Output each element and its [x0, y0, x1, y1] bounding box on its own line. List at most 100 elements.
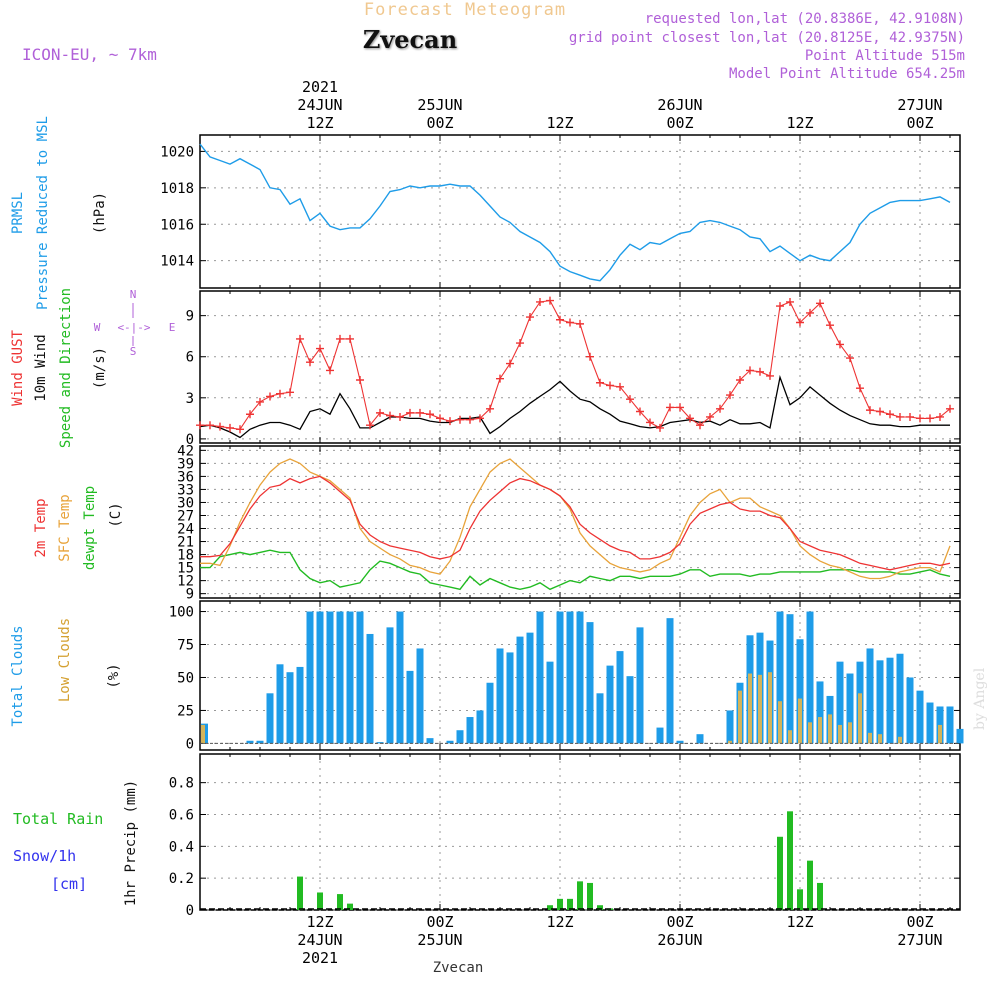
- pressure-tick-label: 1020: [160, 144, 194, 160]
- compass-s: S: [130, 345, 137, 358]
- temp-label-1: 2m Temp: [33, 498, 49, 557]
- wind-panel-frame: [199, 290, 961, 444]
- clouds-tick-label: 100: [169, 605, 194, 621]
- low-cloud-bar: [768, 672, 772, 744]
- rain-bar: [347, 903, 353, 910]
- gust-marker: [936, 412, 944, 421]
- plot-area: 1014101610181020036991215182124273033363…: [160, 78, 964, 967]
- gust-marker: [286, 388, 294, 397]
- pressure-line: [199, 143, 951, 282]
- top-time-label: 24JUN: [297, 96, 342, 114]
- clouds-label-2: Low Clouds: [57, 618, 73, 702]
- gust-marker: [346, 334, 354, 343]
- gust-marker: [326, 366, 334, 375]
- gust-marker: [746, 366, 754, 375]
- gust-marker: [686, 414, 694, 423]
- total-cloud-bar: [336, 611, 344, 744]
- gust-marker: [196, 421, 204, 430]
- bottom-time-label: 25JUN: [417, 931, 462, 949]
- bottom-time-label: 24JUN: [297, 931, 342, 949]
- info-line-3: Point Altitude 515m: [805, 48, 965, 64]
- gust-marker: [486, 404, 494, 413]
- bottom-time-label: 00Z: [666, 913, 693, 931]
- gust-marker: [926, 414, 934, 423]
- gust-marker: [236, 425, 244, 434]
- gust-marker: [526, 313, 534, 322]
- rain-bar: [547, 905, 553, 910]
- gust-marker: [616, 382, 624, 391]
- clouds-tick-label: 0: [186, 736, 194, 752]
- clouds-unit: (%): [106, 663, 122, 688]
- total-cloud-bar: [476, 710, 484, 744]
- gust-marker: [946, 404, 954, 413]
- temp-tick-label: 18: [177, 548, 194, 564]
- gust-marker: [656, 423, 664, 432]
- low-cloud-bar: [738, 690, 742, 744]
- info-line-2: grid point closest lon,lat (20.8125E, 42…: [569, 30, 965, 46]
- total-cloud-bar: [896, 653, 904, 744]
- total-cloud-bar: [866, 648, 874, 744]
- compass-icon: N S W E <-|->: [94, 288, 176, 358]
- precip-label-snow: Snow/1h: [13, 847, 76, 865]
- total-cloud-bar: [306, 611, 314, 744]
- clouds-tick-label: 75: [177, 638, 194, 654]
- total-cloud-bar: [516, 636, 524, 744]
- rain-bar: [567, 898, 573, 910]
- total-cloud-bar: [326, 611, 334, 744]
- rain-bar: [777, 836, 783, 910]
- top-time-label: 12Z: [786, 114, 813, 132]
- gust-marker: [586, 352, 594, 361]
- gust-marker: [556, 315, 564, 324]
- gust-marker: [846, 354, 854, 363]
- wind-tick-label: 9: [186, 309, 194, 325]
- sfc-temp-line: [200, 458, 951, 580]
- gust-marker: [596, 378, 604, 387]
- gust-marker: [566, 318, 574, 327]
- total-cloud-bar: [446, 740, 454, 744]
- gust-marker: [396, 412, 404, 421]
- gust-marker: [216, 422, 224, 431]
- total-cloud-bar: [806, 611, 814, 744]
- total-cloud-bar: [256, 740, 264, 744]
- product-title: Forecast Meteogram: [364, 0, 566, 20]
- temp-tick-label: 9: [186, 587, 194, 603]
- rain-bar: [587, 882, 593, 910]
- total-cloud-bar: [296, 666, 304, 744]
- rain-bar: [817, 882, 823, 910]
- precip-tick-label: 0.8: [169, 776, 194, 792]
- top-time-label: 00Z: [906, 114, 933, 132]
- precip-unit: 1hr Precip (mm): [123, 780, 139, 906]
- wind-unit: (m/s): [92, 347, 108, 389]
- total-cloud-bar: [386, 627, 394, 744]
- gust-marker: [226, 423, 234, 432]
- compass-n: N: [130, 288, 137, 301]
- gust-line: [200, 300, 951, 430]
- clouds-panel-frame: [199, 600, 961, 751]
- top-time-label: 12Z: [546, 114, 573, 132]
- rain-bar: [557, 898, 563, 910]
- temp-panel-frame: [199, 445, 961, 599]
- total-cloud-bar: [346, 611, 354, 744]
- total-cloud-bar: [906, 677, 914, 744]
- total-cloud-bar: [796, 639, 804, 744]
- low-cloud-bar: [878, 734, 882, 744]
- total-cloud-bar: [636, 627, 644, 744]
- total-cloud-bar: [376, 742, 384, 744]
- total-cloud-bar: [596, 693, 604, 744]
- bottom-time-label: 2021: [302, 949, 338, 967]
- low-cloud-bar: [848, 722, 852, 744]
- precip-label-rain: Total Rain: [13, 810, 103, 828]
- total-cloud-bar: [696, 734, 704, 744]
- pressure-label-2: Pressure Reduced to MSL: [35, 116, 51, 310]
- low-cloud-bar: [898, 736, 902, 744]
- bottom-time-label: 12Z: [546, 913, 573, 931]
- rain-bar: [787, 811, 793, 910]
- rain-bar: [337, 894, 343, 910]
- location-title: Zvecan: [363, 25, 457, 54]
- compass-e: E: [169, 321, 176, 334]
- total-cloud-bar: [506, 652, 514, 744]
- bottom-time-label: 26JUN: [657, 931, 702, 949]
- rain-bar: [597, 905, 603, 910]
- gust-marker: [436, 414, 444, 423]
